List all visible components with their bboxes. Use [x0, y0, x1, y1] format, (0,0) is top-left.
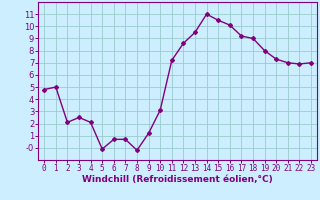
- X-axis label: Windchill (Refroidissement éolien,°C): Windchill (Refroidissement éolien,°C): [82, 175, 273, 184]
